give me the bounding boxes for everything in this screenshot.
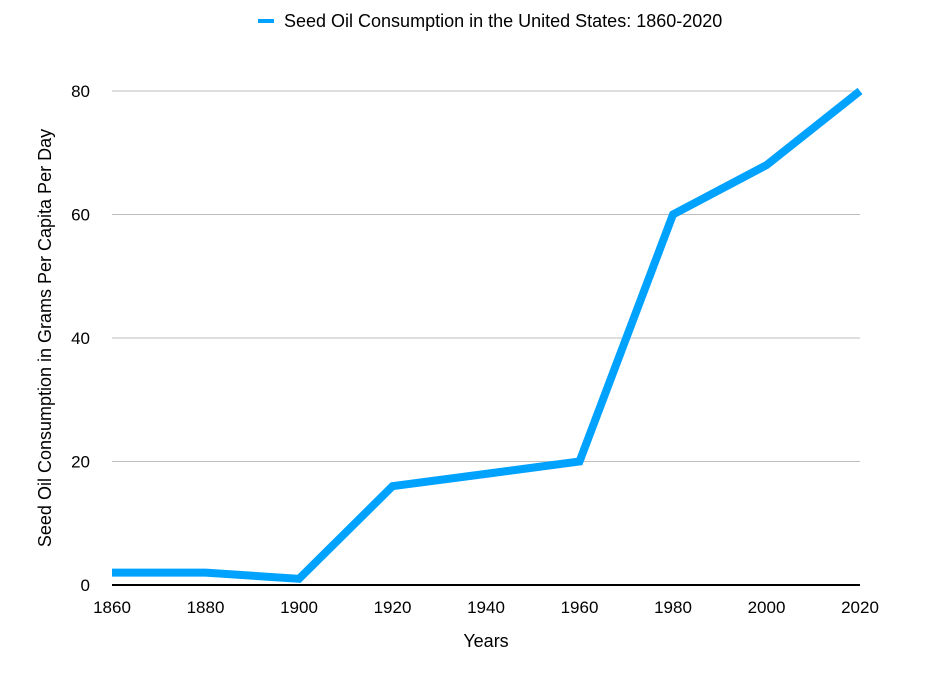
x-tick-label: 1900 — [280, 598, 318, 617]
x-tick-label: 1940 — [467, 598, 505, 617]
x-tick-label: 1960 — [561, 598, 599, 617]
y-tick-label: 20 — [71, 453, 90, 472]
x-tick-label: 2020 — [841, 598, 879, 617]
y-tick-label: 40 — [71, 329, 90, 348]
y-tick-label: 80 — [71, 82, 90, 101]
x-tick-label: 1880 — [187, 598, 225, 617]
legend-label: Seed Oil Consumption in the United State… — [284, 11, 722, 31]
x-tick-label: 1980 — [654, 598, 692, 617]
y-tick-label: 60 — [71, 206, 90, 225]
x-tick-label: 2000 — [748, 598, 786, 617]
legend-swatch — [258, 19, 274, 23]
series-line — [112, 87, 863, 583]
y-axis-label: Seed Oil Consumption in Grams Per Capita… — [35, 129, 55, 547]
y-tick-label: 0 — [81, 576, 90, 595]
x-tick-label: 1860 — [93, 598, 131, 617]
x-axis-label: Years — [463, 631, 508, 651]
x-tick-label: 1920 — [374, 598, 412, 617]
